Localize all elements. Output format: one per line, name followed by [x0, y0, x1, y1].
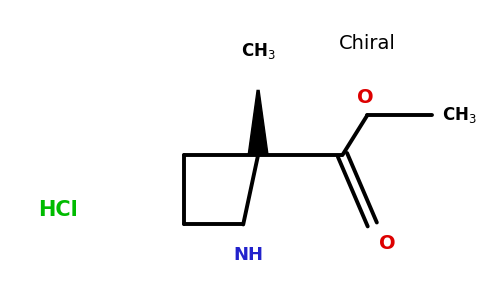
Text: CH$_3$: CH$_3$	[442, 105, 477, 125]
Text: Chiral: Chiral	[339, 34, 396, 53]
Text: CH$_3$: CH$_3$	[241, 41, 275, 61]
Text: O: O	[357, 88, 374, 107]
Text: O: O	[379, 234, 395, 254]
Polygon shape	[248, 90, 268, 155]
Text: NH: NH	[233, 246, 263, 264]
Text: HCl: HCl	[38, 200, 77, 220]
